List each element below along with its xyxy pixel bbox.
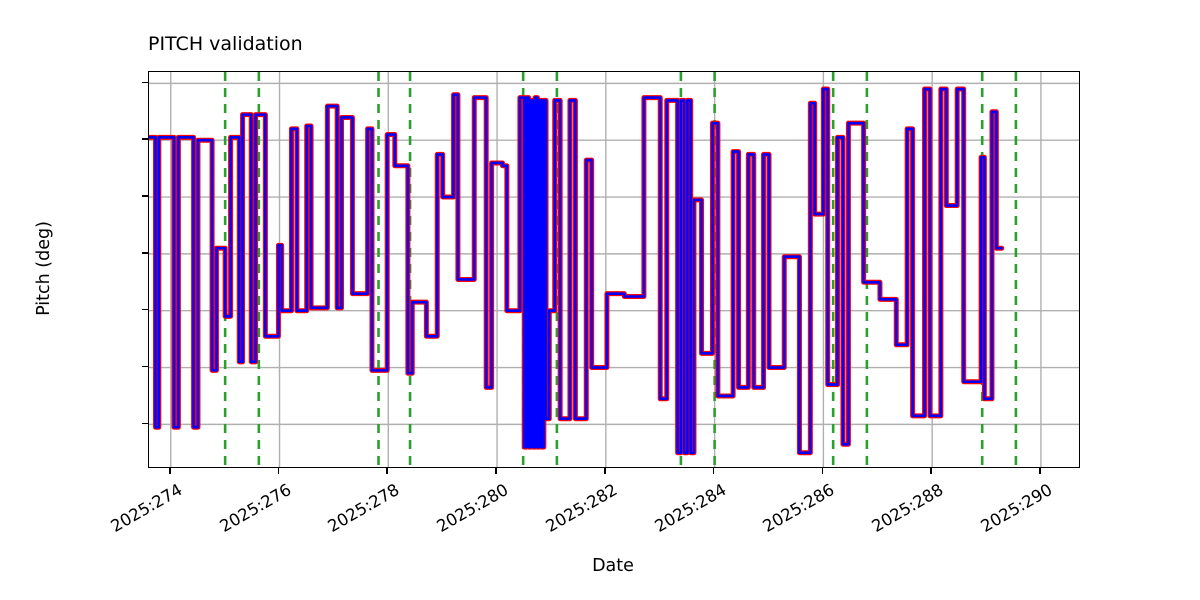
x-tick-label: 2025:290 <box>977 480 1056 536</box>
x-tick-mark <box>386 468 389 474</box>
y-axis-label: Pitch (deg) <box>34 221 54 316</box>
x-tick-mark <box>1039 468 1041 474</box>
x-tick-label: 2025:278 <box>324 480 403 536</box>
x-tick-label: 2025:276 <box>216 480 295 536</box>
x-tick-mark <box>821 468 824 474</box>
plot-area[interactable] <box>148 71 1080 468</box>
plot-svg <box>149 72 1079 467</box>
x-axis-label: Date <box>592 556 634 576</box>
x-tick-mark <box>168 468 171 474</box>
x-tick-mark <box>930 468 932 474</box>
series-model <box>149 87 1004 455</box>
x-tick-label: 2025:274 <box>107 480 186 536</box>
chart-title: PITCH validation <box>148 33 303 55</box>
x-tick-label: 2025:280 <box>433 480 512 536</box>
plot-inner <box>149 72 1079 467</box>
x-tick-label: 2025:282 <box>542 480 621 536</box>
x-tick-label: 2025:288 <box>868 480 947 536</box>
x-tick-mark <box>495 468 497 474</box>
x-tick-mark <box>277 468 280 474</box>
x-tick-label: 2025:286 <box>759 480 838 536</box>
x-tick-label: 2025:284 <box>651 480 730 536</box>
x-tick-mark <box>604 468 606 474</box>
x-tick-mark <box>712 468 715 474</box>
